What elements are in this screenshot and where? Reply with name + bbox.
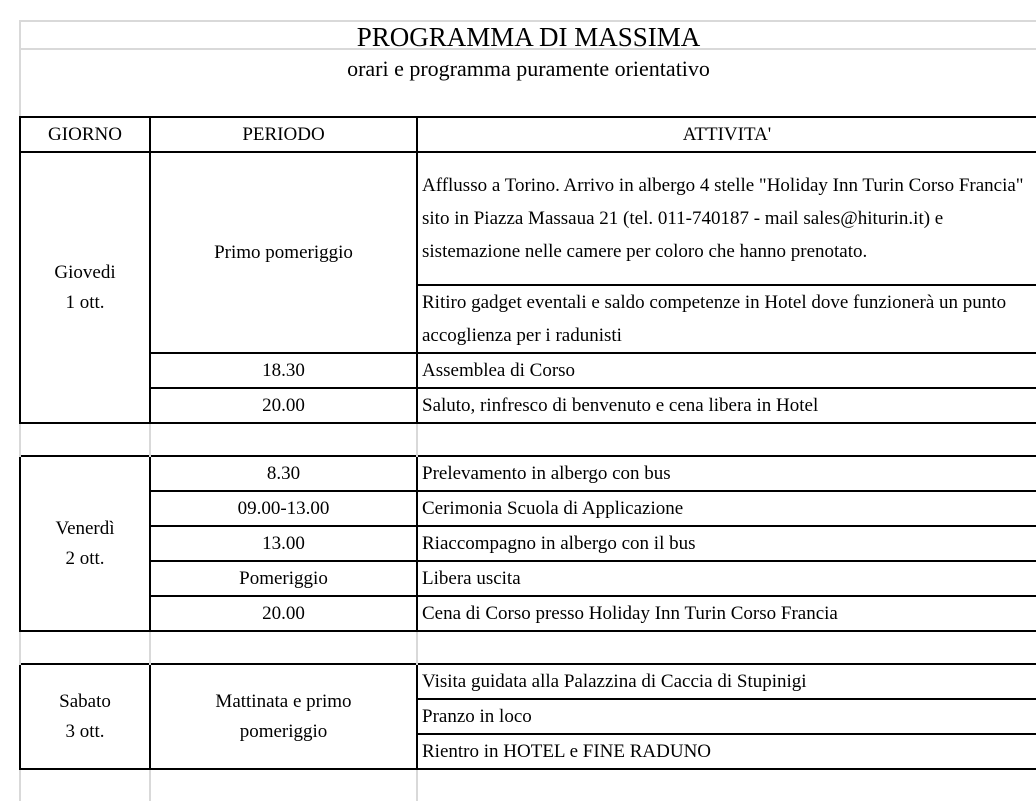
periodo-cell: Pomeriggio xyxy=(149,560,418,597)
spreadsheet: PROGRAMMA DI MASSIMA orari e programma p… xyxy=(19,20,1036,801)
table-row: Rientro in HOTEL e FINE RADUNO xyxy=(20,733,1036,770)
day-cell: Venerdì 2 ott. xyxy=(19,455,151,632)
periodo-cell: 8.30 xyxy=(149,455,418,492)
periodo-text: Mattinata e primo pomeriggio xyxy=(215,690,352,742)
table-row: 20.00 Saluto, rinfresco di benvenuto e c… xyxy=(20,387,1036,424)
day-date: 1 ott. xyxy=(65,291,105,313)
attivita-cell: Afflusso a Torino. Arrivo in albergo 4 s… xyxy=(416,151,1036,286)
header-row: GIORNO PERIODO ATTIVITA' xyxy=(19,116,1036,153)
spacer-row xyxy=(19,422,1036,456)
header-giorno: GIORNO xyxy=(19,116,151,153)
attivita-cell: Pranzo in loco xyxy=(416,698,1036,735)
day-cell: Sabato 3 ott. xyxy=(19,663,151,770)
attivita-cell: Assemblea di Corso xyxy=(416,352,1036,389)
schedule-table: GIORNO PERIODO ATTIVITA' Giovedi 1 ott. P… xyxy=(19,116,1036,801)
periodo-cell: Mattinata e primo pomeriggio xyxy=(149,663,418,770)
header-attivita: ATTIVITA' xyxy=(416,116,1036,153)
table-row: 09.00-13.00 Cerimonia Scuola di Applicaz… xyxy=(20,490,1036,527)
periodo-cell: 09.00-13.00 xyxy=(149,490,418,527)
attivita-cell: Prelevamento in albergo con bus xyxy=(416,455,1036,492)
table-row: 13.00 Riaccompagno in albergo con il bus xyxy=(20,525,1036,562)
attivita-cell: Libera uscita xyxy=(416,560,1036,597)
page-title: PROGRAMMA DI MASSIMA xyxy=(19,20,1036,52)
periodo-cell: 13.00 xyxy=(149,525,418,562)
day-name: Venerdì xyxy=(55,517,115,539)
periodo-cell: Primo pomeriggio xyxy=(149,151,418,354)
table-row: Ritiro gadget eventali e saldo competenz… xyxy=(20,284,1036,354)
page-subtitle: orari e programma puramente orientativo xyxy=(19,50,1036,116)
day-cell: Giovedi 1 ott. xyxy=(19,151,151,424)
periodo-cell: 18.30 xyxy=(149,352,418,389)
table-row: Pomeriggio Libera uscita xyxy=(20,560,1036,597)
day-date: 3 ott. xyxy=(65,720,105,742)
spacer-row xyxy=(19,630,1036,664)
attivita-cell: Cena di Corso presso Holiday Inn Turin C… xyxy=(416,595,1036,632)
spacer-row xyxy=(19,768,1036,801)
table-row: Pranzo in loco xyxy=(20,698,1036,735)
attivita-cell: Rientro in HOTEL e FINE RADUNO xyxy=(416,733,1036,770)
attivita-cell: Visita guidata alla Palazzina di Caccia … xyxy=(416,663,1036,700)
header-periodo: PERIODO xyxy=(149,116,418,153)
attivita-cell: Ritiro gadget eventali e saldo competenz… xyxy=(416,284,1036,354)
day-name: Giovedi xyxy=(54,261,116,283)
attivita-cell: Saluto, rinfresco di benvenuto e cena li… xyxy=(416,387,1036,424)
periodo-cell: 20.00 xyxy=(149,387,418,424)
table-row: Sabato 3 ott. Mattinata e primo pomeriggi… xyxy=(19,663,1036,770)
attivita-cell: Cerimonia Scuola di Applicazione xyxy=(416,490,1036,527)
periodo-cell: 20.00 xyxy=(149,595,418,632)
table-row: Giovedi 1 ott. Primo pomeriggio Afflusso … xyxy=(19,151,1036,424)
attivita-cell: Riaccompagno in albergo con il bus xyxy=(416,525,1036,562)
table-row: 18.30 Assemblea di Corso xyxy=(20,352,1036,389)
table-row: Venerdì 2 ott. 8.30 Prelevamento in alber… xyxy=(19,455,1036,632)
day-name: Sabato xyxy=(59,690,111,712)
day-date: 2 ott. xyxy=(65,547,105,569)
table-row: 20.00 Cena di Corso presso Holiday Inn T… xyxy=(20,595,1036,632)
